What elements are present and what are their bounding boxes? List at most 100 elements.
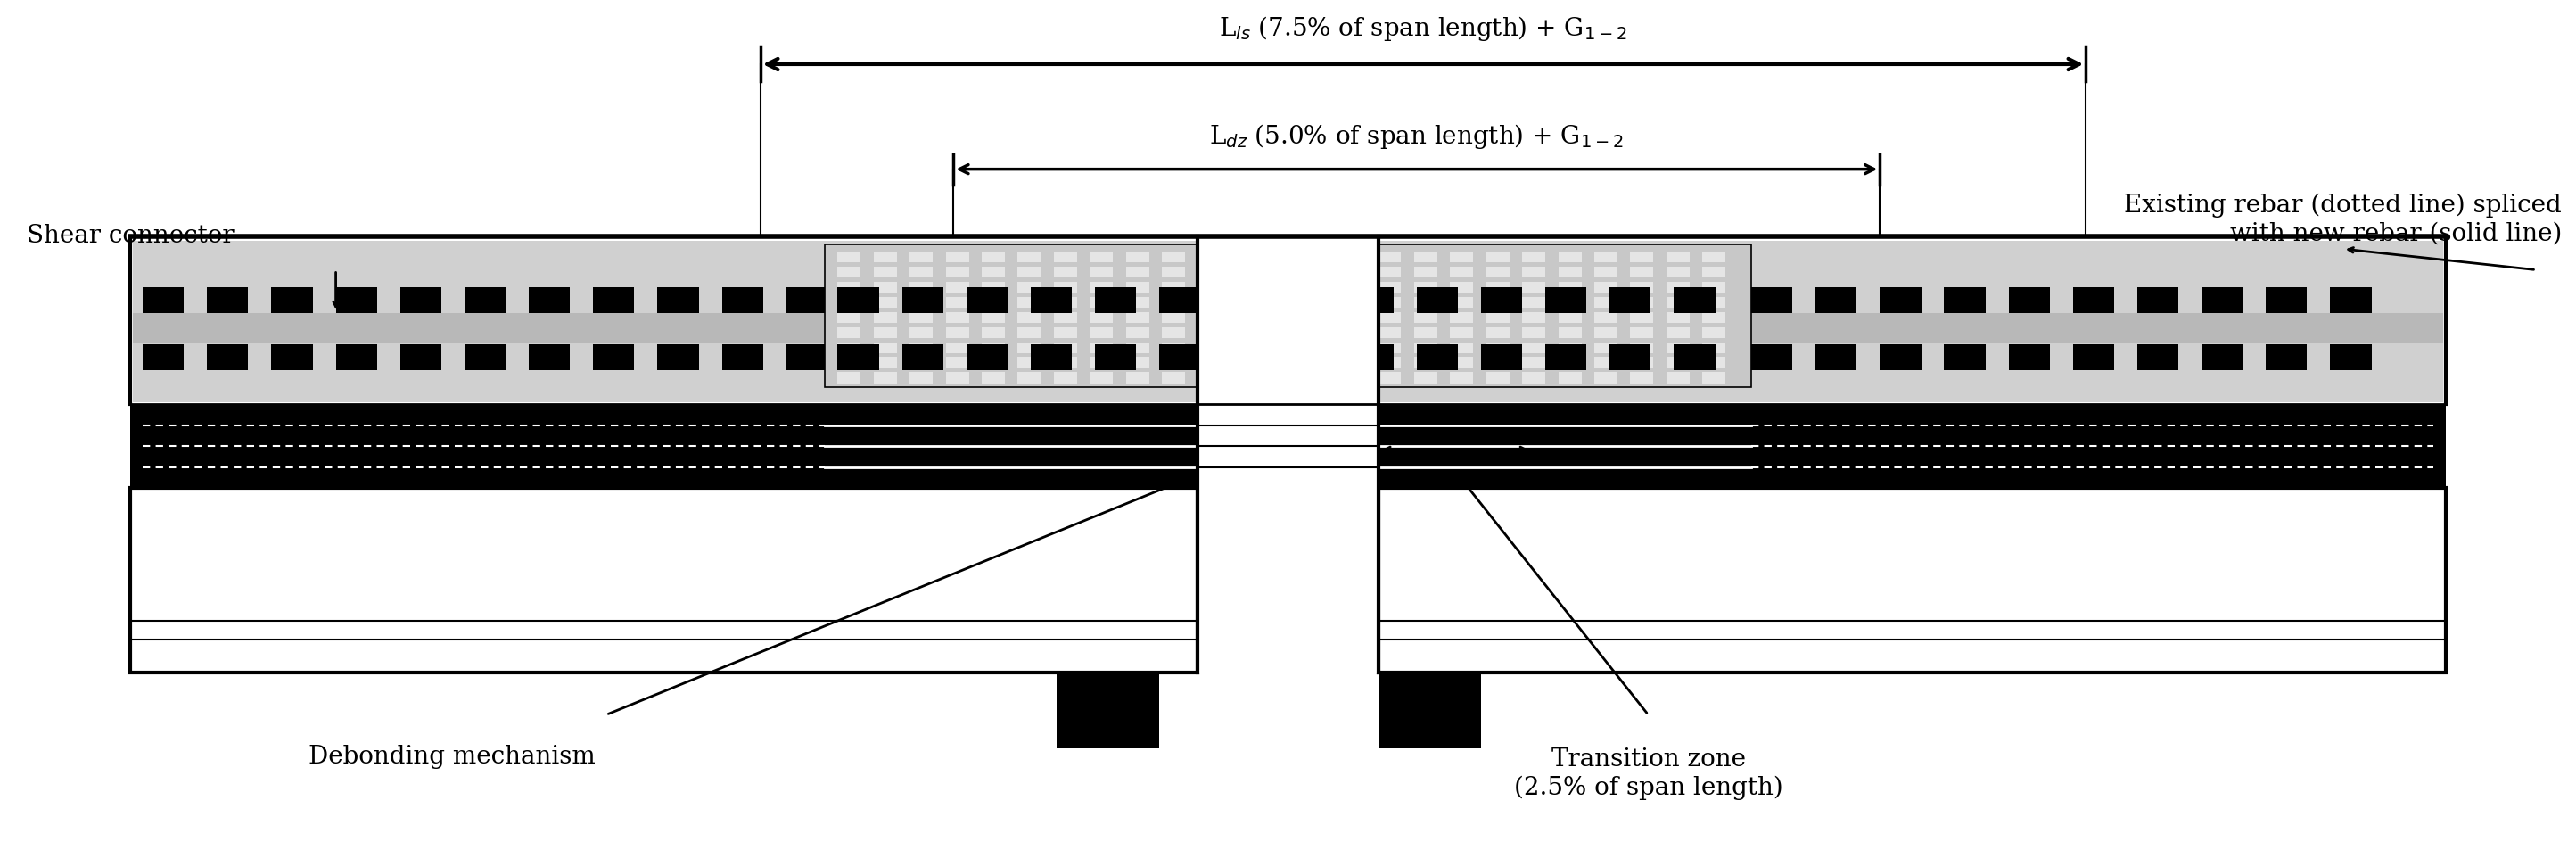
Bar	[1486, 281, 1510, 292]
Bar	[1054, 327, 1077, 338]
Bar	[837, 281, 860, 292]
Bar	[1816, 344, 1857, 370]
Bar	[1054, 267, 1077, 278]
Bar	[1595, 372, 1618, 383]
Bar	[270, 287, 312, 312]
Bar	[909, 296, 933, 307]
Bar	[981, 327, 1005, 338]
Bar	[1450, 357, 1473, 368]
Bar	[1054, 281, 1077, 292]
Bar	[1558, 327, 1582, 338]
Bar	[1018, 357, 1041, 368]
Bar	[1172, 344, 1213, 370]
Text: L$_{ls}$ (7.5% of span length) + G$_{1-2}$: L$_{ls}$ (7.5% of span length) + G$_{1-2…	[1218, 14, 1628, 43]
Bar	[1667, 267, 1690, 278]
Bar	[1546, 287, 1587, 312]
Bar	[2202, 287, 2244, 312]
Bar	[1342, 357, 1365, 368]
Bar	[1378, 296, 1401, 307]
Bar	[1595, 296, 1618, 307]
Bar	[1945, 287, 1986, 312]
Bar	[1365, 287, 1406, 312]
Bar	[1674, 287, 1716, 312]
Bar	[1522, 327, 1546, 338]
Bar	[335, 344, 376, 370]
Bar	[981, 372, 1005, 383]
Bar	[914, 287, 956, 312]
Bar	[1162, 327, 1185, 338]
Bar	[1090, 252, 1113, 263]
Bar	[979, 344, 1020, 370]
Bar	[837, 372, 860, 383]
Bar	[1095, 287, 1136, 312]
Bar	[2138, 344, 2179, 370]
Bar	[1270, 267, 1293, 278]
Bar	[1054, 296, 1077, 307]
Bar	[2074, 344, 2115, 370]
Bar	[945, 267, 969, 278]
Bar	[721, 344, 762, 370]
Bar	[2074, 344, 2115, 370]
Bar	[1522, 372, 1546, 383]
Bar	[528, 344, 569, 370]
Bar	[2074, 287, 2115, 312]
Bar	[1054, 312, 1077, 322]
Bar	[1450, 312, 1473, 322]
Bar	[981, 312, 1005, 322]
Bar	[2009, 287, 2050, 312]
Bar	[1414, 296, 1437, 307]
Bar	[1687, 287, 1728, 312]
Bar	[1522, 357, 1546, 368]
Bar	[1558, 287, 1600, 312]
Bar	[945, 327, 969, 338]
Bar	[873, 281, 896, 292]
Bar	[1365, 287, 1406, 312]
Bar	[1198, 296, 1221, 307]
Bar	[1945, 344, 1986, 370]
Bar	[528, 287, 569, 312]
Text: Existing rebar (dotted line) spliced
with new rebar (solid line): Existing rebar (dotted line) spliced wit…	[2125, 194, 2563, 246]
Bar	[464, 344, 505, 370]
Bar	[1378, 372, 1401, 383]
Bar	[981, 281, 1005, 292]
Bar	[1378, 673, 1481, 749]
Bar	[1631, 342, 1654, 353]
Bar	[1414, 357, 1437, 368]
Bar	[1752, 344, 1793, 370]
Bar	[909, 327, 933, 338]
Bar	[1159, 287, 1200, 312]
Bar	[1126, 342, 1149, 353]
Bar	[657, 287, 698, 312]
Bar	[1342, 252, 1365, 263]
Bar	[1090, 342, 1113, 353]
Bar	[1270, 281, 1293, 292]
Bar	[837, 344, 878, 370]
Bar	[1234, 281, 1257, 292]
Bar	[1414, 372, 1437, 383]
Bar	[1270, 327, 1293, 338]
Bar	[909, 372, 933, 383]
Bar	[909, 252, 933, 263]
Text: L$_{dz}$ (5.0% of span length) + G$_{1-2}$: L$_{dz}$ (5.0% of span length) + G$_{1-2…	[1211, 122, 1623, 151]
Bar	[1234, 342, 1257, 353]
Bar	[335, 287, 376, 312]
Bar	[1595, 267, 1618, 278]
Bar	[2138, 287, 2179, 312]
Bar	[1270, 342, 1293, 353]
Bar	[129, 488, 1198, 673]
Bar	[1018, 342, 1041, 353]
Bar	[914, 344, 956, 370]
Bar	[873, 312, 896, 322]
Bar	[1126, 327, 1149, 338]
Bar	[1595, 312, 1618, 322]
Bar	[945, 281, 969, 292]
Text: Debonding mechanism: Debonding mechanism	[309, 745, 595, 769]
Bar	[1126, 312, 1149, 322]
Bar	[1450, 296, 1473, 307]
Bar	[1378, 488, 2447, 673]
Bar	[1236, 344, 1278, 370]
Bar	[1450, 372, 1473, 383]
Bar	[1043, 287, 1084, 312]
Bar	[1494, 344, 1535, 370]
Bar	[966, 287, 1007, 312]
